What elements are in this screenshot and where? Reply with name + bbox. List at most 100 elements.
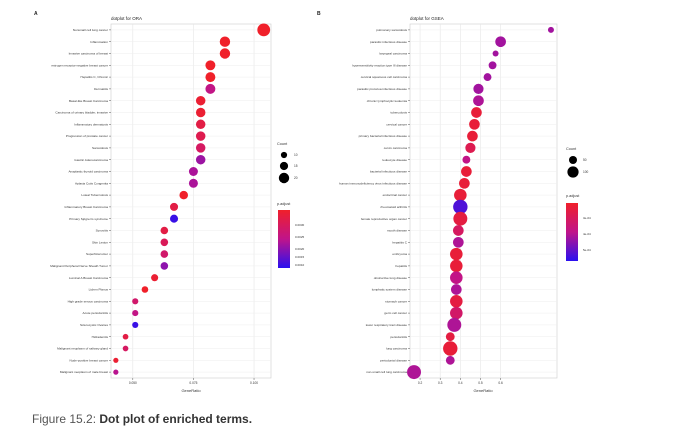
panel-a-color-tick-1: 0.0030: [295, 223, 305, 227]
a-data-point: [170, 202, 179, 211]
a-data-point: [160, 250, 169, 258]
panel-a-x-ticks: 0.050 0.075 0.100: [129, 378, 258, 385]
a-data-point: [160, 262, 169, 270]
a-data-point: [132, 298, 139, 305]
b-term-label: chronic lymphocytic leukemia: [367, 99, 408, 103]
b-term-label: cervical squamous cell carcinoma: [361, 75, 408, 79]
panel-a-term-labels: Nonsmall cell lung cancer Inflammation Inv…: [50, 28, 111, 374]
b-term-label: stomach cancer: [385, 299, 407, 303]
a-data-point: [219, 36, 231, 47]
panel-b-count-legend: Count 50 100: [566, 147, 589, 178]
panel-b-color-legend-title: p.adjust: [566, 194, 580, 198]
a-term-label: Invasive carcinoma of breast: [69, 52, 109, 56]
b-data-point: [453, 199, 468, 215]
a-term-label: Basal-like Breast Carcinoma: [69, 99, 108, 103]
a-term-label: Acute periodontitis: [83, 311, 109, 315]
b-term-label: endocrinal cancer: [383, 193, 407, 197]
b-data-point: [450, 271, 463, 284]
b-data-point: [452, 236, 464, 248]
b-data-point: [495, 36, 506, 48]
a-term-label: Superficial ulcer: [86, 252, 108, 256]
b-data-point: [467, 130, 478, 142]
b-x-tick-label: 0.4: [458, 381, 463, 385]
b-term-label: periodontitis: [390, 335, 407, 339]
a-data-point: [160, 226, 169, 235]
panel-a-color-legend: p.adjust 0.0030 0.0025 0.0020 0.0015 0.0…: [277, 202, 305, 268]
a-data-point: [188, 178, 198, 188]
b-term-label: primary bacterial infectious disease: [359, 134, 408, 138]
b-term-label: parasitic infectious disease: [370, 40, 407, 44]
panel-b-points: [407, 26, 554, 380]
caption-prefix: Figure 15.2:: [32, 412, 100, 426]
panel-a-title: dotplot for ORA: [111, 16, 142, 21]
b-data-point: [443, 341, 458, 356]
a-x-tick-label: 0.050: [129, 381, 137, 385]
b-term-label: lower respiratory tract disease: [366, 323, 408, 327]
b-term-label: cervical cancer: [386, 122, 407, 126]
panel-b: B dotplot for GSEA pulmonary sarcoidosis…: [317, 11, 591, 393]
b-data-point: [473, 95, 484, 107]
a-term-label: Inflammatory dermatosis: [74, 122, 108, 126]
b-x-tick-label: 0.3: [438, 381, 443, 385]
a-data-point: [188, 167, 198, 176]
panel-a-color-tick-5: 0.0010: [295, 263, 305, 267]
b-x-tick-label: 0.2: [418, 381, 423, 385]
panel-a-count-legend-label-1: 10: [294, 153, 298, 157]
b-data-point: [450, 259, 463, 273]
panel-b-label: B: [317, 11, 321, 17]
a-term-label: Luteal Tuberculosis: [81, 193, 108, 197]
b-term-label: pulmonary sarcoidosis: [376, 28, 407, 32]
panel-a-x-axis-label: GeneRatio: [181, 388, 201, 393]
panel-a-count-legend-label-2: 15: [294, 164, 298, 168]
b-term-label: mouth disease: [387, 229, 407, 233]
b-term-label: tuberculosis: [390, 111, 407, 115]
a-data-point: [195, 131, 206, 141]
a-x-tick-label: 0.100: [250, 381, 258, 385]
panel-a-label: A: [34, 11, 38, 17]
b-data-point: [469, 118, 480, 130]
panel-a-count-legend: Count 10 15 20: [277, 142, 298, 184]
a-data-point: [205, 72, 216, 83]
panel-b-color-tick-2: 4e-04: [583, 232, 591, 236]
panel-b-term-labels: pulmonary sarcoidosis parasitic infectiou…: [339, 28, 410, 374]
b-data-point: [450, 295, 463, 308]
panel-a-count-legend-dot-3: [278, 172, 290, 184]
b-term-label: lymphatic system disease: [372, 288, 408, 292]
b-term-label: hepatitis: [395, 264, 407, 268]
b-data-point: [461, 166, 472, 177]
a-term-label: Dermatitis: [94, 87, 108, 91]
a-term-label: Sarcoidosis: [92, 146, 108, 150]
a-term-label: Sclerocystic Ovaries: [80, 323, 108, 327]
b-term-label: leukocyte disease: [382, 158, 407, 162]
enrichment-dotplot-figure: A dotplot for ORA Nonsmall cell lung can…: [34, 11, 591, 393]
b-data-point: [465, 142, 476, 153]
b-term-label: parasitic protozoa infectious disease: [357, 87, 407, 91]
panel-a-color-tick-4: 0.0015: [295, 255, 305, 259]
b-data-point: [453, 211, 468, 226]
panel-b-color-legend: p.adjust 3e-04 4e-04 5e-04: [566, 194, 591, 261]
a-term-label: Gastric Adenocarcinoma: [74, 158, 108, 162]
a-data-point: [219, 48, 231, 59]
panel-b-count-legend-dot-1: [569, 156, 577, 164]
b-data-point: [450, 284, 462, 295]
a-data-point: [195, 154, 206, 165]
a-x-tick-label: 0.075: [189, 381, 197, 385]
a-term-label: Lichen Planus: [89, 288, 109, 292]
a-term-label: Primary Sjögren's syndrome: [69, 217, 108, 221]
a-data-point: [195, 95, 206, 106]
b-data-point: [488, 61, 497, 70]
b-term-label: rheumatoid arthritis: [381, 205, 408, 209]
panel-a-color-legend-title: p.adjust: [277, 202, 291, 206]
panel-b-plot-area: [409, 23, 558, 379]
a-term-label: Hepatitis C, Chronic: [80, 75, 108, 79]
a-data-point: [132, 321, 139, 328]
b-term-label: hepatitis C: [392, 240, 407, 244]
b-term-label: periodontal disease: [380, 358, 407, 362]
a-term-label: Skin Lesion: [92, 240, 108, 244]
a-data-point: [160, 238, 169, 247]
a-data-point: [151, 274, 159, 282]
a-term-label: High grade serous carcinoma: [68, 299, 109, 303]
a-data-point: [170, 214, 179, 223]
b-data-point: [471, 107, 482, 118]
a-term-label: Synovitis: [96, 229, 109, 233]
